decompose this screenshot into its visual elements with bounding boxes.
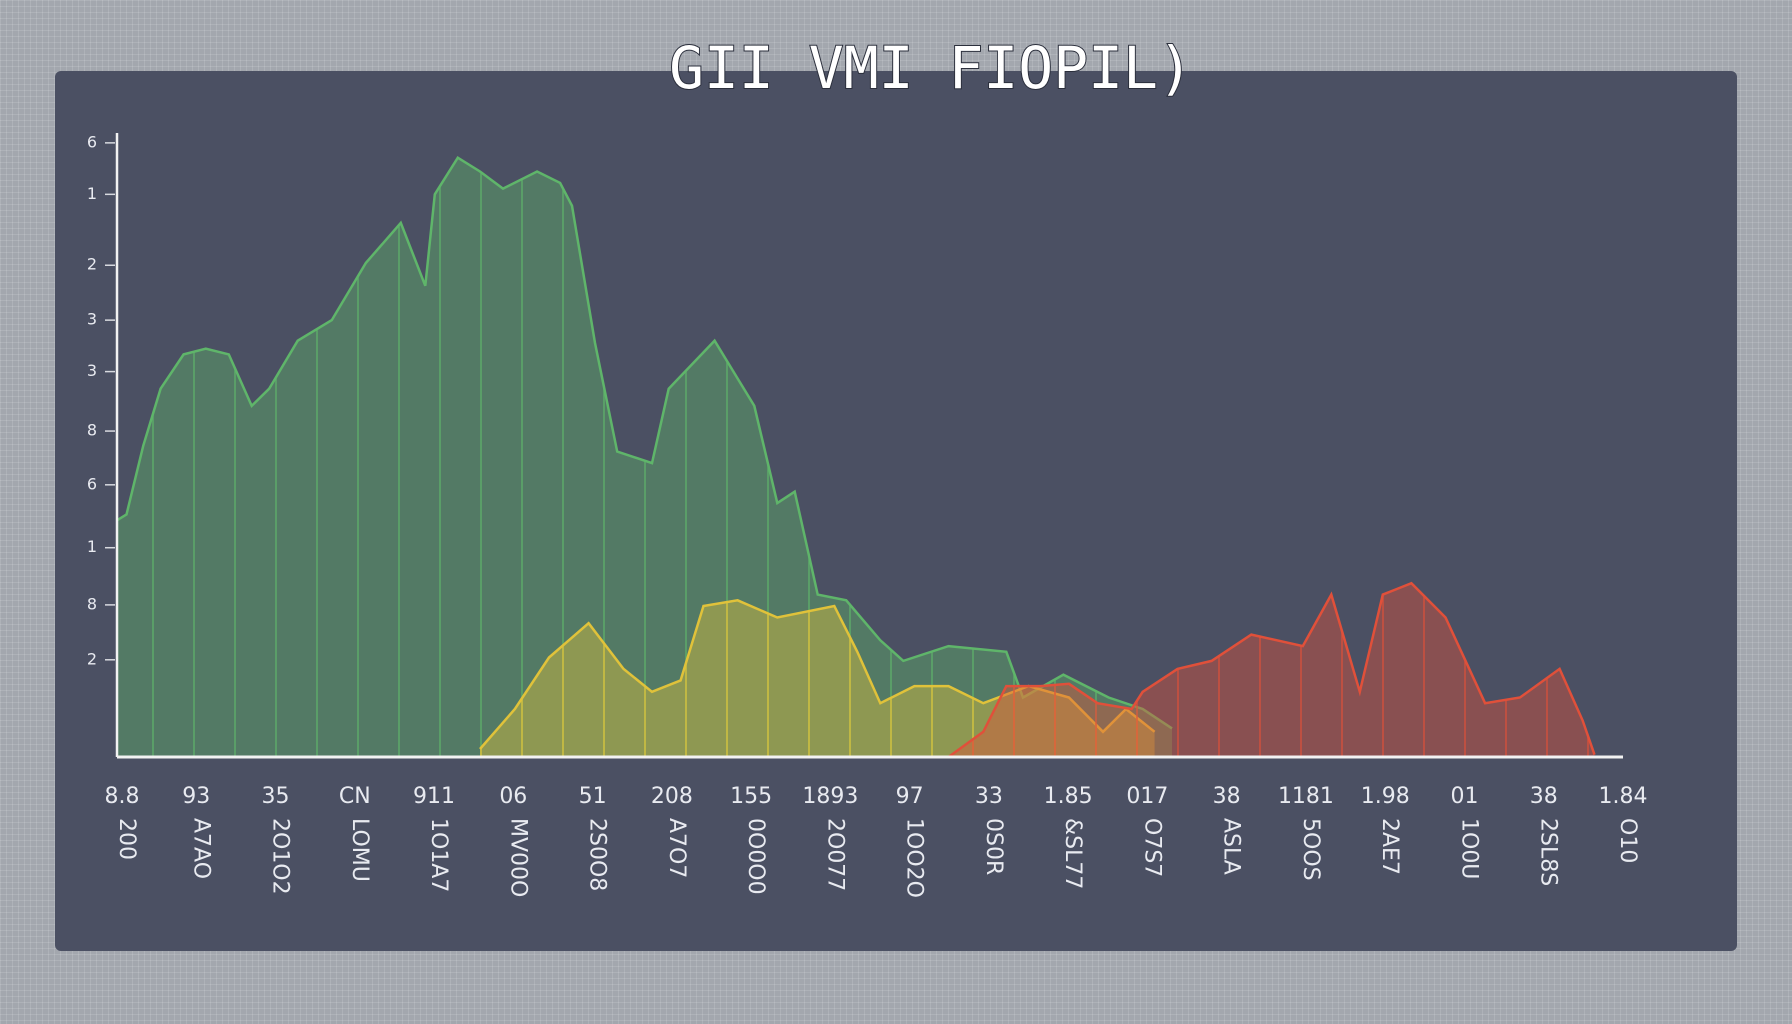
x-tick-label: 38 [1530, 784, 1558, 809]
x-tick-sublabel: 0S0R [981, 818, 1006, 875]
area [117, 157, 1172, 757]
x-tick-label: 1.85 [1044, 784, 1093, 809]
x-tick-sublabel: 200 [114, 818, 139, 860]
x-tick-sublabel: A7AO [188, 818, 213, 879]
panel [55, 71, 1737, 951]
x-tick-sublabel: 2SL8S [1536, 818, 1561, 886]
x-tick-sublabel: &SL77 [1060, 818, 1085, 889]
y-tick-label: 3 [87, 361, 97, 380]
y-tick-label: 8 [87, 421, 97, 440]
x-tick-sublabel: 1O0U [1456, 818, 1481, 879]
x-tick-label: 1181 [1278, 784, 1334, 809]
x-tick-label: 51 [579, 784, 607, 809]
x-tick-label: 97 [896, 784, 924, 809]
x-tick-label: 35 [262, 784, 290, 809]
x-tick-sublabel: O7S7 [1139, 818, 1164, 877]
x-tick-label: 8.8 [105, 784, 140, 809]
x-tick-label: 93 [182, 784, 210, 809]
x-tick-sublabel: O10 [1615, 818, 1640, 863]
x-tick-sublabel: LOMU [347, 818, 372, 882]
area [948, 583, 1595, 757]
y-tick-label: 1 [87, 537, 97, 556]
x-tick-label: 1.84 [1599, 784, 1648, 809]
y-tick-label: 1 [87, 184, 97, 203]
line [947, 581, 1596, 759]
y-tick-label: 6 [87, 474, 97, 493]
y-tick-label: 2 [87, 649, 97, 668]
x-tick-sublabel: 5OOS [1298, 818, 1323, 881]
x-tick-label: 01 [1450, 784, 1478, 809]
x-tick-label: 06 [499, 784, 527, 809]
x-tick-sublabel: 1O1A7 [426, 818, 451, 892]
x-tick-sublabel: ASLA [1219, 818, 1244, 875]
x-tick-label: 33 [975, 784, 1003, 809]
x-tick-label: 017 [1126, 784, 1168, 809]
x-tick-sublabel: 1OO2O [902, 818, 927, 898]
x-tick-sublabel: 2S0O8 [585, 818, 610, 891]
x-tick-sublabel: A7O7 [664, 818, 689, 878]
x-tick-label: 38 [1213, 784, 1241, 809]
x-tick-label: 155 [730, 784, 772, 809]
x-tick-sublabel: MV00O [505, 818, 530, 897]
x-tick-sublabel: 0O0O0 [743, 818, 768, 895]
x-tick-label: 208 [651, 784, 693, 809]
chart-title: GII VMI FIOPIL) [669, 34, 1193, 102]
area [480, 600, 1155, 757]
x-tick-label: 1893 [802, 784, 858, 809]
x-tick-sublabel: 2O077 [822, 818, 847, 891]
y-tick-label: 3 [87, 310, 97, 329]
x-tick-sublabel: 2O1O2 [268, 818, 293, 895]
y-tick-label: 8 [87, 594, 97, 613]
line [116, 155, 1173, 730]
x-tick-label: 1.98 [1361, 784, 1410, 809]
y-tick-label: 6 [87, 132, 97, 151]
x-tick-label: 911 [413, 784, 455, 809]
y-tick-label: 2 [87, 255, 97, 274]
x-tick-sublabel: 2AE7 [1377, 818, 1402, 875]
x-tick-label: CN [339, 784, 371, 809]
